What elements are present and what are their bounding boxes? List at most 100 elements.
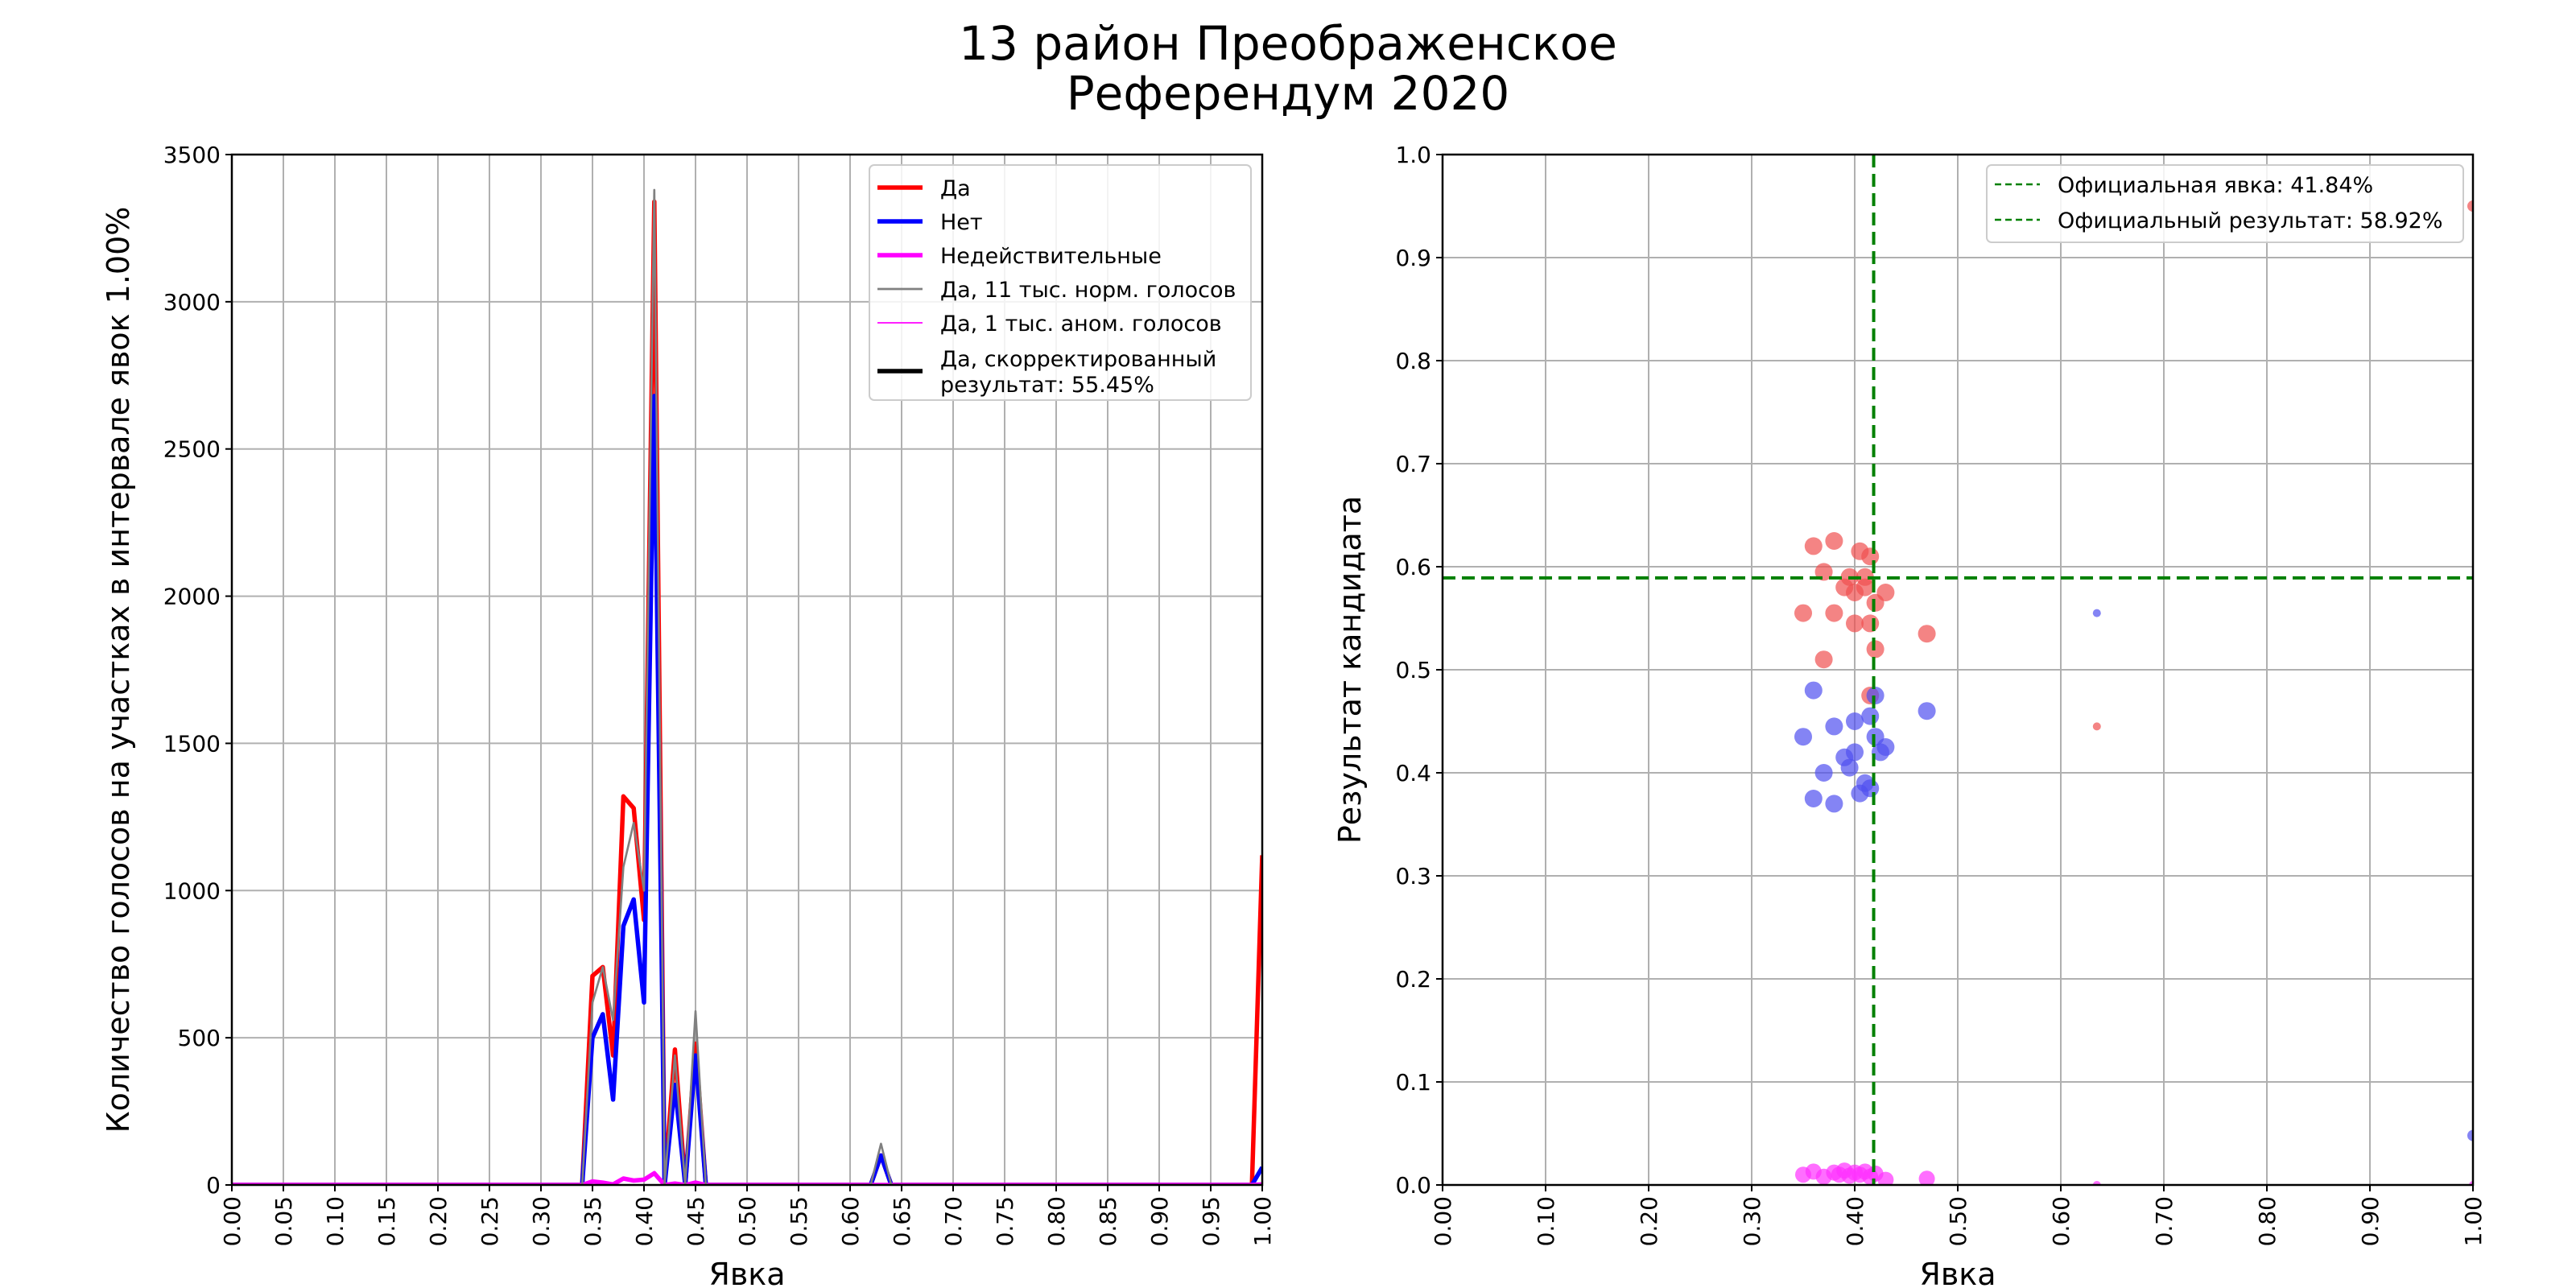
scatter-point-s1-4 [1825,795,1843,813]
hist-ytick-label: 2500 [163,436,221,463]
hist-frame [230,153,1264,1187]
hist-ytick-label: 1500 [163,730,221,757]
scatter-ytick-label: 0.6 [1395,554,1431,580]
hist-ytick-label: 2000 [163,584,221,610]
scatter-point-s1-18 [1918,702,1936,720]
scatter-point-s1-0 [1794,728,1812,746]
scatter-frame [1441,153,2475,1187]
scatter-ytick-label: 0.5 [1395,657,1431,683]
hist-xtick-label: 0.90 [1146,1196,1173,1246]
scatter-point-s1-11 [1861,707,1880,725]
scatter-xtick-label: 0.10 [1533,1196,1559,1246]
scatter-point-s1-6 [1840,758,1859,777]
hist-xtick-label: 0.20 [425,1196,452,1246]
scatter-point-s0-3 [1825,532,1843,550]
hist-xtick-label: 0.35 [580,1196,606,1246]
hist-series-line-3 [232,188,1262,1185]
hist-legend: Да Нет Недействительные Да, 11 тыс. норм. г… [869,164,1252,401]
scatter-ytick-label: 0.4 [1395,760,1431,786]
scatter-xtick-label: 0.80 [2254,1196,2281,1246]
scatter-point-s1-16 [1876,738,1895,756]
scatter-xtick-label: 1.00 [2460,1196,2487,1246]
scatter-points-group [1794,200,2473,1185]
scatter-ytick-label: 0.1 [1395,1069,1431,1096]
hist-legend-label-3: Да, 11 тыс. норм. голосов [940,278,1236,303]
scatter-point-s0-21 [2467,200,2473,212]
scatter-point-s0-18 [1814,650,1833,669]
hist-xtick-label: 0.80 [1043,1196,1070,1246]
scatter-point-s1-2 [1814,764,1833,782]
hist-xtick-label: 0.60 [837,1196,864,1246]
scatter-point-s1-1 [1804,681,1823,700]
hist-xtick-label: 0.45 [683,1196,709,1246]
scatter-xtick-label: 0.70 [2151,1196,2178,1246]
scatter-point-s0-4 [1825,604,1843,622]
hist-xtick-label: 0.40 [631,1196,658,1246]
scatter-point-s0-0 [1794,604,1812,622]
hist-xtick-label: 0.10 [322,1196,349,1246]
hist-ylabel: Количество голосов на участках в интерва… [101,207,136,1133]
scatter-legend-label-0: Официальная явка: 41.84% [2058,173,2373,198]
hist-legend-label-0: Да [940,176,971,201]
scatter-xtick-label: 0.00 [1430,1196,1456,1246]
scatter-ytick-label: 0.9 [1395,245,1431,271]
scatter-point-s1-12 [1861,779,1880,798]
hist-xtick-label: 0.00 [219,1196,246,1246]
scatter-point-s1-14 [1866,687,1885,704]
hist-ytick-label: 0 [206,1172,221,1199]
scatter-xtick-label: 0.40 [1842,1196,1868,1246]
scatter-point-s0-13 [1861,614,1880,633]
scatter-point-s0-8 [1846,614,1864,633]
hist-ytick-label: 500 [178,1025,221,1051]
scatter-xtick-label: 0.90 [2357,1196,2384,1246]
scatter-point-s0-12 [1861,547,1880,566]
hist-series-line-2 [232,1170,1262,1185]
hist-legend-label-1: Нет [940,210,983,235]
scatter-point-s0-1 [1804,537,1823,555]
scatter-legend-box [1986,164,2464,243]
hist-series-group [232,188,1262,1185]
hist-ytick-label: 3000 [163,289,221,316]
scatter-point-s0-19 [1918,625,1936,643]
scatter-point-s1-19 [2092,609,2101,617]
scatter-point-s1-20 [2467,1129,2473,1141]
scatter-reference-lines [1443,155,2473,1185]
hist-xtick-label: 0.25 [477,1196,503,1246]
scatter-xtick-label: 0.30 [1739,1196,1765,1246]
hist-xtick-label: 0.55 [786,1196,812,1246]
scatter-point-s2-13 [1918,1170,1935,1185]
scatter-point-s0-17 [1876,584,1895,601]
hist-xtick-label: 0.70 [940,1196,967,1246]
scatter-point-s1-3 [1825,717,1843,736]
hist-legend-label-4: Да, 1 тыс. аном. голосов [940,312,1222,336]
scatter-xtick-label: 0.60 [2048,1196,2074,1246]
scatter-point-s0-20 [2092,722,2101,731]
hist-ytick-label: 3500 [163,142,221,168]
hist-xtick-label: 0.65 [889,1196,915,1246]
figure-title-line2: Референдум 2020 [1066,66,1510,121]
scatter-xtick-label: 0.50 [1945,1196,1971,1246]
scatter-point-s1-8 [1846,743,1864,762]
hist-series-line-1 [232,394,1262,1185]
scatter-point-s1-17 [1804,790,1823,807]
scatter-xtick-label: 0.20 [1636,1196,1662,1246]
scatter-ytick-label: 0.8 [1395,348,1431,374]
hist-xtick-label: 0.15 [374,1196,400,1246]
hist-ytick-label: 1000 [163,877,221,904]
scatter-ylabel: Результат кандидата [1332,496,1368,844]
hist-xlabel: Явка [708,1257,785,1288]
scatter-xlabel: Явка [1919,1257,1996,1288]
scatter-ytick-label: 0.3 [1395,863,1431,890]
scatter-ytick-label: 0.2 [1395,966,1431,993]
scatter-ytick-label: 1.0 [1395,142,1431,168]
hist-legend-label-5: Да, скорректированный [940,347,1216,372]
scatter-point-s0-15 [1866,640,1885,658]
hist-xtick-label: 0.95 [1198,1196,1224,1246]
scatter-legend: Официальная явка: 41.84% Официальный резу… [1986,164,2464,243]
hist-xtick-label: 0.05 [270,1196,297,1246]
hist-legend-box [869,164,1252,401]
scatter-chart: 0.00 0.10 0.20 0.30 0.40 0.50 0.60 0.70 0.80 0.90… [1332,142,2487,1288]
scatter-point-s2-12 [1877,1171,1894,1185]
figure-title-line1: 13 район Преображенское [959,16,1617,71]
